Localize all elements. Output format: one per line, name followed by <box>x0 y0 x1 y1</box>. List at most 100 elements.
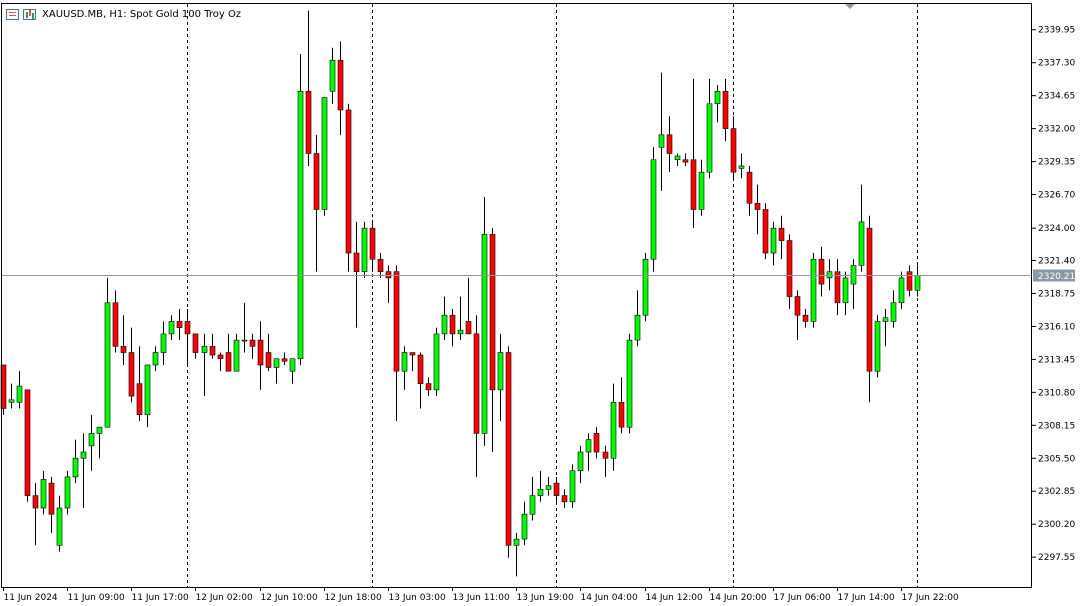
candle[interactable] <box>577 445 584 484</box>
candle[interactable] <box>88 414 95 471</box>
candle[interactable] <box>409 352 416 372</box>
candle[interactable] <box>826 259 833 291</box>
candle[interactable] <box>40 470 47 515</box>
candle[interactable] <box>104 277 111 428</box>
candle[interactable] <box>674 153 681 166</box>
candle[interactable] <box>602 445 609 477</box>
candle[interactable] <box>786 234 793 309</box>
candle[interactable] <box>120 315 127 365</box>
candle[interactable] <box>136 346 143 421</box>
candle[interactable] <box>112 290 119 353</box>
candle[interactable] <box>513 532 520 577</box>
candle[interactable] <box>48 476 55 533</box>
candle[interactable] <box>690 78 697 229</box>
candle[interactable] <box>489 228 496 453</box>
candle[interactable] <box>385 265 392 303</box>
candle[interactable] <box>449 308 456 347</box>
candle[interactable] <box>666 116 673 173</box>
candle[interactable] <box>650 147 657 272</box>
chart-menu-icon[interactable] <box>6 8 19 20</box>
candle[interactable] <box>369 221 376 272</box>
candle[interactable] <box>249 333 256 359</box>
candle[interactable] <box>746 165 753 216</box>
candle[interactable] <box>898 271 905 309</box>
candle[interactable] <box>802 308 809 328</box>
candle[interactable] <box>257 321 264 390</box>
candle[interactable] <box>537 470 544 502</box>
candle[interactable] <box>610 383 617 471</box>
candle[interactable] <box>241 302 248 353</box>
candle[interactable] <box>497 333 504 421</box>
candle[interactable] <box>850 259 857 309</box>
candle[interactable] <box>361 221 368 278</box>
candle[interactable] <box>144 364 151 428</box>
candle-bars-icon[interactable] <box>23 8 36 20</box>
candle[interactable] <box>593 427 600 459</box>
candle[interactable] <box>72 439 79 484</box>
candle[interactable] <box>233 333 240 372</box>
candle[interactable] <box>425 377 432 397</box>
candle[interactable] <box>834 259 841 316</box>
candle[interactable] <box>553 476 560 502</box>
candle[interactable] <box>569 464 576 509</box>
candle[interactable] <box>473 315 480 477</box>
candle[interactable] <box>914 265 921 297</box>
candle[interactable] <box>465 277 472 335</box>
candle[interactable] <box>882 308 889 347</box>
candle[interactable] <box>152 346 159 372</box>
candle[interactable] <box>225 333 232 372</box>
candle[interactable] <box>217 352 224 372</box>
candle[interactable] <box>634 290 641 347</box>
candle[interactable] <box>393 265 400 421</box>
candle[interactable] <box>201 333 208 397</box>
candle[interactable] <box>160 321 167 365</box>
candle[interactable] <box>273 358 280 384</box>
candle[interactable] <box>56 495 63 552</box>
candle[interactable] <box>521 501 528 546</box>
candle[interactable] <box>305 10 312 166</box>
candle[interactable] <box>377 253 384 278</box>
candle[interactable] <box>433 327 440 397</box>
candle[interactable] <box>8 383 15 409</box>
candle[interactable] <box>642 253 649 322</box>
candle[interactable] <box>96 426 103 459</box>
candle[interactable] <box>297 53 304 365</box>
candle[interactable] <box>874 315 881 378</box>
candle[interactable] <box>329 47 336 104</box>
candle[interactable] <box>265 333 272 372</box>
candle[interactable] <box>545 476 552 496</box>
candle[interactable] <box>794 290 801 341</box>
candle[interactable] <box>184 308 191 365</box>
candle[interactable] <box>730 116 737 179</box>
candle[interactable] <box>353 221 360 328</box>
scroll-marker-icon[interactable] <box>845 4 855 9</box>
candle[interactable] <box>457 296 464 341</box>
candle[interactable] <box>505 346 512 558</box>
candle[interactable] <box>810 253 817 328</box>
candle[interactable] <box>192 333 199 359</box>
candle[interactable] <box>906 265 913 297</box>
candle[interactable] <box>64 470 71 515</box>
candle[interactable] <box>345 103 352 272</box>
candle[interactable] <box>706 78 713 179</box>
candles[interactable] <box>0 10 921 577</box>
candle[interactable] <box>754 184 761 235</box>
candle[interactable] <box>866 215 873 403</box>
candle[interactable] <box>176 308 183 341</box>
candle[interactable] <box>481 197 488 446</box>
candle[interactable] <box>168 315 175 341</box>
candle[interactable] <box>858 184 865 272</box>
candle[interactable] <box>32 483 39 546</box>
candle[interactable] <box>762 203 769 260</box>
candle[interactable] <box>818 246 825 297</box>
candle[interactable] <box>698 159 705 216</box>
candle[interactable] <box>337 41 344 135</box>
candle[interactable] <box>417 352 424 409</box>
candle[interactable] <box>281 352 288 365</box>
candle[interactable] <box>714 85 721 123</box>
candle[interactable] <box>585 433 592 471</box>
candle[interactable] <box>890 290 897 328</box>
candle[interactable] <box>626 333 633 434</box>
candle[interactable] <box>682 153 689 166</box>
